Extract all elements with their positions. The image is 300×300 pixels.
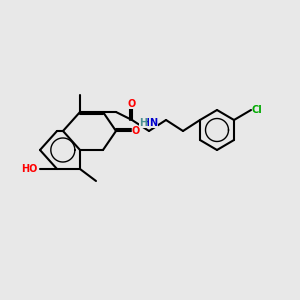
Text: O: O — [128, 99, 136, 109]
Text: H: H — [139, 118, 147, 128]
Text: HO: HO — [22, 164, 38, 174]
Text: O: O — [132, 126, 140, 136]
Text: N: N — [149, 118, 157, 128]
Text: Cl: Cl — [252, 105, 263, 115]
Text: HN: HN — [141, 118, 157, 128]
